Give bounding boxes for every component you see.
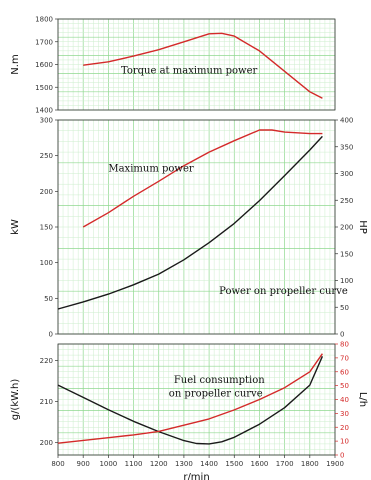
x-tick-label: 800 [51, 460, 64, 468]
x-tick-label: 1600 [251, 460, 269, 468]
y-tick-label: 300 [40, 117, 53, 125]
annotation-label: on propeller curve [169, 389, 263, 400]
series-line-fuel-1 [57, 353, 323, 444]
y-tick-label: 200 [40, 188, 53, 196]
x-tick-label: 1700 [276, 460, 294, 468]
y2-tick-label: 50 [340, 382, 349, 390]
x-axis-label: r/min [183, 472, 209, 480]
x-tick-label: 1500 [225, 460, 243, 468]
x-tick-label: 900 [76, 460, 89, 468]
y-tick-label: 1500 [35, 84, 53, 92]
series-line-fuel-0 [57, 356, 324, 445]
x-tick-label: 1000 [99, 460, 117, 468]
x-tick-label: 1400 [200, 460, 218, 468]
y-tick-label: 150 [40, 224, 53, 232]
y-tick-label: 0 [49, 331, 53, 339]
y2-tick-label: 300 [340, 170, 353, 178]
y2-tick-label: 50 [340, 304, 349, 312]
y2-tick-label: 70 [340, 354, 349, 362]
y-axis-label: N.m [10, 54, 21, 74]
y-tick-label: 100 [40, 259, 53, 267]
y2-tick-label: 350 [340, 143, 353, 151]
x-tick-label: 1100 [125, 460, 143, 468]
y2-tick-label: 60 [340, 368, 349, 376]
y-axis-label: kW [10, 219, 21, 235]
y2-tick-label: 0 [340, 452, 344, 460]
y2-axis-label: HP [357, 220, 368, 234]
y2-tick-label: 10 [340, 438, 349, 446]
x-tick-label: 1800 [301, 460, 319, 468]
y-tick-label: 210 [40, 398, 53, 406]
annotation-label: Maximum power [108, 163, 194, 174]
y-tick-label: 220 [40, 357, 53, 365]
y-tick-label: 50 [44, 295, 53, 303]
annotation-label: Torque at maximum power [121, 66, 258, 77]
y2-axis-label: L/h [357, 392, 368, 407]
series-line-power-0 [82, 129, 323, 228]
y2-tick-label: 100 [340, 277, 353, 285]
y-tick-label: 250 [40, 152, 53, 160]
y-tick-label: 1800 [35, 16, 53, 24]
annotation-label: Fuel consumption [174, 375, 265, 386]
y2-tick-label: 150 [340, 250, 353, 258]
y-axis-label: g/(kW.h) [10, 379, 21, 421]
x-tick-label: 1300 [175, 460, 193, 468]
y2-tick-label: 40 [340, 396, 349, 404]
fuel-panel: 200 210 220 0 10 20 30 40 50 60 70 80 800 900 1000 1100… [10, 341, 368, 480]
x-tick-label: 1900 [326, 460, 344, 468]
y-tick-label: 1600 [35, 61, 53, 69]
x-tick-label: 1200 [150, 460, 168, 468]
y2-tick-label: 0 [340, 331, 344, 339]
annotation-label: Power on propeller curve [219, 286, 348, 297]
y2-tick-label: 30 [340, 410, 349, 418]
y2-tick-label: 400 [340, 117, 353, 125]
series-line-torque-0 [83, 32, 323, 99]
torque-panel: 1400 1500 1600 1700 1800 N.m Torque at maximum… [10, 16, 336, 115]
y-tick-label: 1700 [35, 38, 53, 46]
y2-tick-label: 250 [340, 197, 353, 205]
y2-tick-label: 80 [340, 341, 349, 349]
y-tick-label: 1400 [35, 107, 53, 115]
series-line-power-1 [57, 135, 323, 310]
y2-tick-label: 200 [340, 224, 353, 232]
y2-tick-label: 20 [340, 424, 349, 432]
y-tick-label: 200 [40, 439, 53, 447]
power-panel: 0 50 100 150 200 250 300 0 50 100 150 200 250 300 350 4… [10, 117, 368, 339]
